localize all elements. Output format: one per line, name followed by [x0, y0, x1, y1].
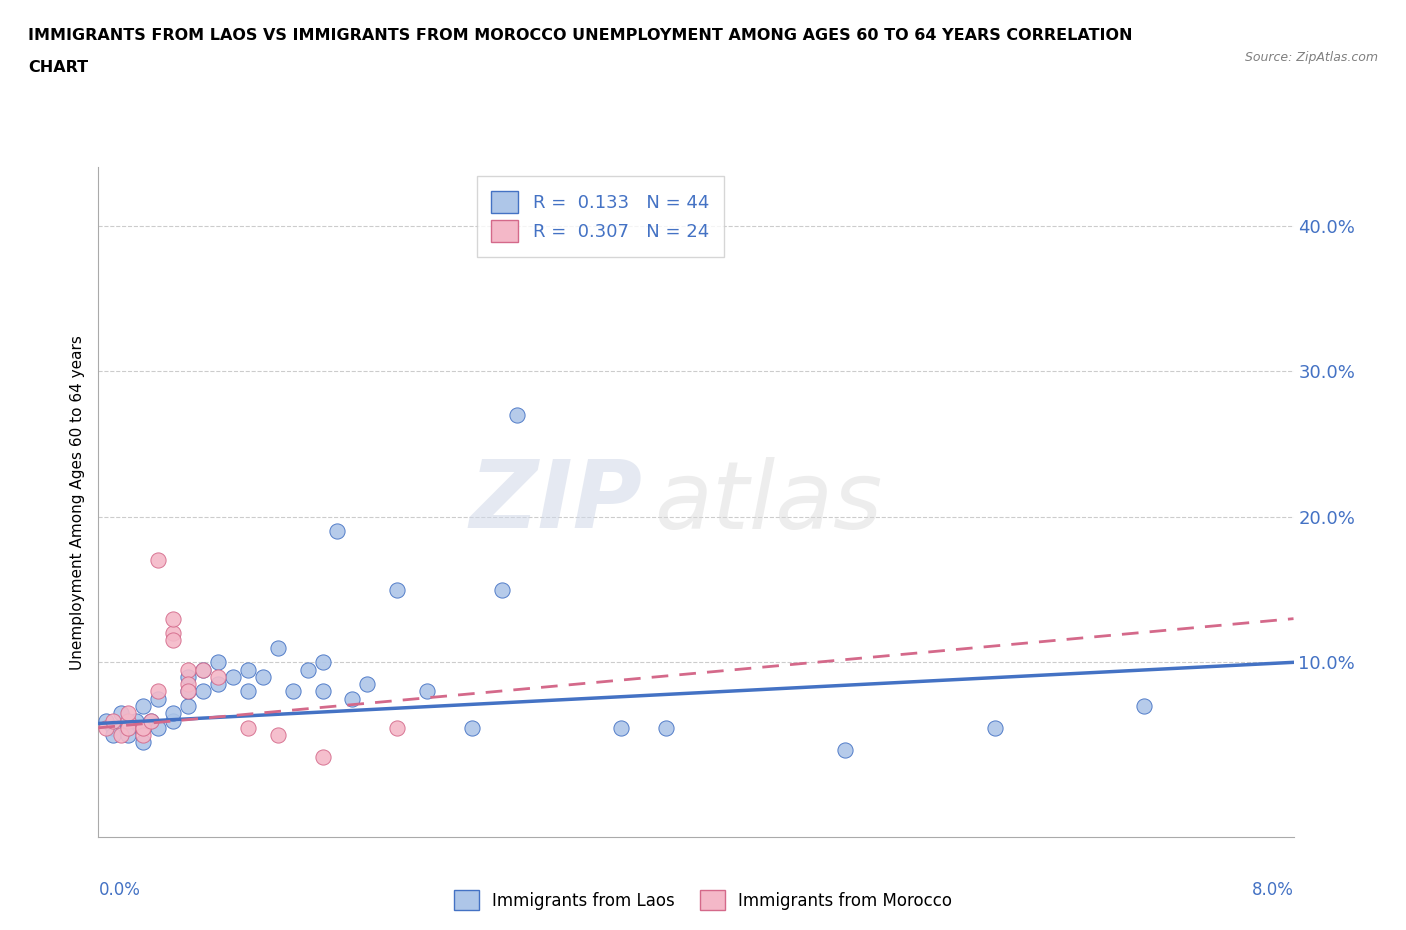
Point [132, 721, 155, 736]
Point [162, 706, 184, 721]
Point [356, 677, 378, 692]
Point [117, 713, 139, 728]
Point [103, 721, 125, 736]
Point [207, 670, 229, 684]
Point [117, 706, 139, 721]
Point [297, 662, 319, 677]
Point [983, 721, 1005, 736]
Text: CHART: CHART [28, 60, 89, 75]
Point [506, 407, 529, 422]
Point [326, 524, 349, 538]
Point [191, 662, 214, 677]
Point [103, 713, 125, 728]
Point [162, 633, 184, 648]
Point [461, 721, 484, 736]
Point [162, 626, 184, 641]
Point [177, 684, 200, 698]
Y-axis label: Unemployment Among Ages 60 to 64 years: Unemployment Among Ages 60 to 64 years [69, 335, 84, 670]
Point [117, 727, 139, 742]
Point [311, 750, 333, 764]
Point [162, 713, 184, 728]
Point [177, 677, 200, 692]
Point [125, 713, 148, 728]
Text: 8.0%: 8.0% [1251, 881, 1294, 898]
Point [416, 684, 439, 698]
Point [267, 727, 290, 742]
Point [117, 721, 139, 736]
Point [148, 691, 170, 706]
Point [103, 727, 125, 742]
Point [94, 721, 117, 736]
Point [236, 684, 259, 698]
Point [132, 698, 155, 713]
Point [281, 684, 304, 698]
Point [385, 721, 409, 736]
Point [491, 582, 513, 597]
Point [132, 735, 155, 750]
Point [311, 684, 333, 698]
Point [132, 727, 155, 742]
Point [222, 670, 245, 684]
Point [1133, 698, 1156, 713]
Point [110, 706, 132, 721]
Point [655, 721, 678, 736]
Point [148, 553, 170, 568]
Text: 0.0%: 0.0% [98, 881, 141, 898]
Point [610, 721, 633, 736]
Point [236, 721, 259, 736]
Point [267, 641, 290, 656]
Point [236, 662, 259, 677]
Text: IMMIGRANTS FROM LAOS VS IMMIGRANTS FROM MOROCCO UNEMPLOYMENT AMONG AGES 60 TO 64: IMMIGRANTS FROM LAOS VS IMMIGRANTS FROM … [28, 28, 1133, 43]
Point [177, 684, 200, 698]
Text: atlas: atlas [654, 457, 883, 548]
Point [252, 670, 274, 684]
Point [177, 662, 200, 677]
Point [191, 684, 214, 698]
Point [177, 670, 200, 684]
Point [342, 691, 364, 706]
Point [110, 727, 132, 742]
Legend: Immigrants from Laos, Immigrants from Morocco: Immigrants from Laos, Immigrants from Mo… [447, 884, 959, 917]
Point [162, 611, 184, 626]
Point [177, 698, 200, 713]
Point [385, 582, 409, 597]
Point [132, 721, 155, 736]
Point [139, 713, 162, 728]
Point [132, 721, 155, 736]
Text: ZIP: ZIP [470, 457, 643, 548]
Point [311, 655, 333, 670]
Text: Source: ZipAtlas.com: Source: ZipAtlas.com [1244, 51, 1378, 64]
Point [207, 677, 229, 692]
Point [148, 684, 170, 698]
Point [139, 713, 162, 728]
Legend: R =  0.133   N = 44, R =  0.307   N = 24: R = 0.133 N = 44, R = 0.307 N = 24 [477, 177, 724, 257]
Point [117, 721, 139, 736]
Point [94, 713, 117, 728]
Point [834, 742, 856, 757]
Point [148, 721, 170, 736]
Point [207, 655, 229, 670]
Point [191, 662, 214, 677]
